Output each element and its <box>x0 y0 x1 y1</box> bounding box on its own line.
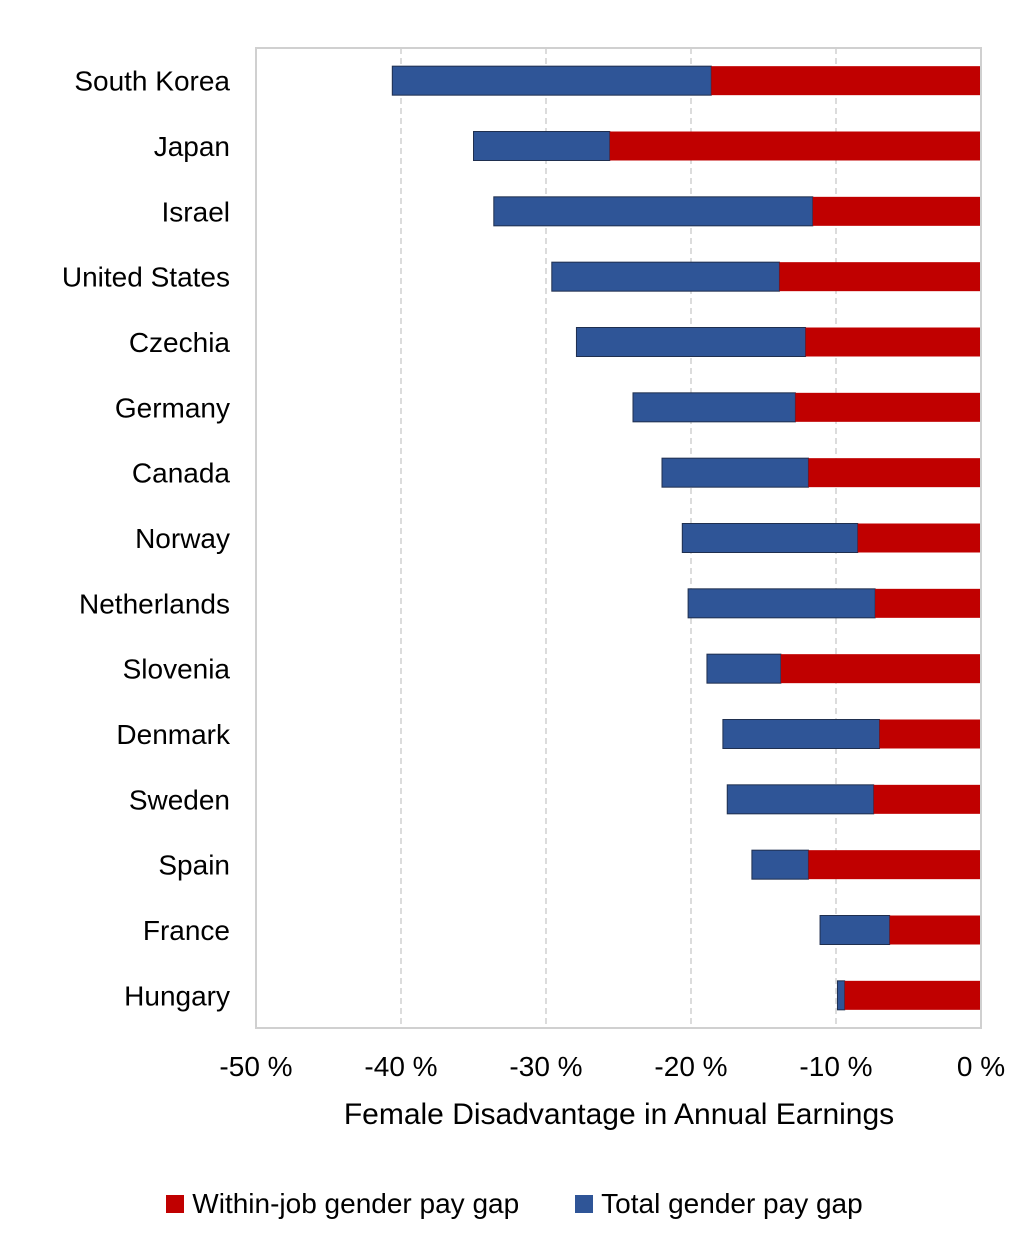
bar-within-job-gap <box>805 327 981 357</box>
legend: Within-job gender pay gap Total gender p… <box>0 1188 1029 1220</box>
category-label: South Korea <box>74 66 230 97</box>
legend-item-total: Total gender pay gap <box>575 1188 863 1220</box>
x-tick-label: -30 % <box>509 1051 582 1082</box>
legend-label-within-job: Within-job gender pay gap <box>192 1188 520 1219</box>
bar-within-job-gap <box>889 915 981 945</box>
bar-within-job-gap <box>795 392 981 422</box>
category-label: Denmark <box>116 719 231 750</box>
category-label: Slovenia <box>123 654 231 685</box>
x-tick-label: -40 % <box>364 1051 437 1082</box>
bar-total-gap <box>493 196 814 227</box>
bar-within-job-gap <box>609 131 981 161</box>
bar-total-gap <box>391 65 712 96</box>
x-tick-label: -10 % <box>799 1051 872 1082</box>
x-tick-label: 0 % <box>957 1051 1005 1082</box>
bar-total-gap <box>661 457 809 488</box>
bar-chart: South Korea Japan Israel United States Czech… <box>62 47 1005 1131</box>
bar-total-gap <box>706 653 782 684</box>
bar-within-job-gap <box>780 654 981 684</box>
bar-total-gap <box>551 261 780 292</box>
bar-within-job-gap <box>808 850 981 880</box>
bar-total-gap <box>687 588 876 619</box>
bar-total-gap <box>819 915 891 945</box>
category-label: Czechia <box>129 327 231 358</box>
bar-total-gap <box>681 523 859 553</box>
category-label: United States <box>62 262 230 293</box>
x-axis-title: Female Disadvantage in Annual Earnings <box>344 1098 894 1131</box>
bar-total-gap <box>473 131 611 161</box>
category-label: Hungary <box>124 980 230 1011</box>
bar-within-job-gap <box>873 784 981 814</box>
bar-total-gap <box>751 849 809 880</box>
category-label: Netherlands <box>79 588 230 619</box>
x-tick-label: -20 % <box>654 1051 727 1082</box>
category-label: Germany <box>115 392 230 423</box>
bar-total-gap <box>632 392 796 423</box>
bar-total-gap <box>726 784 875 815</box>
bar-within-job-gap <box>812 196 981 226</box>
bar-within-job-gap <box>857 523 981 553</box>
legend-label-total: Total gender pay gap <box>601 1188 863 1219</box>
bar-total-gap <box>836 980 846 1011</box>
category-label: Spain <box>158 850 230 881</box>
bar-within-job-gap <box>844 980 981 1010</box>
bar-within-job-gap <box>879 719 981 749</box>
category-label: Norway <box>135 523 230 554</box>
category-label: Sweden <box>129 784 230 815</box>
bar-within-job-gap <box>711 66 981 96</box>
category-label: Israel <box>162 196 230 227</box>
bar-within-job-gap <box>875 588 981 618</box>
bar-within-job-gap <box>808 458 981 488</box>
legend-swatch-within-job <box>166 1195 185 1213</box>
x-tick-label: -50 % <box>219 1051 292 1082</box>
legend-swatch-total <box>575 1195 594 1213</box>
bar-total-gap <box>722 719 881 749</box>
plot-frame <box>255 47 982 1029</box>
bar-total-gap <box>575 327 807 357</box>
legend-item-within-job: Within-job gender pay gap <box>166 1188 519 1220</box>
bar-within-job-gap <box>779 262 981 292</box>
category-label: Canada <box>132 458 231 489</box>
category-label: France <box>143 915 230 946</box>
category-label: Japan <box>154 131 230 162</box>
